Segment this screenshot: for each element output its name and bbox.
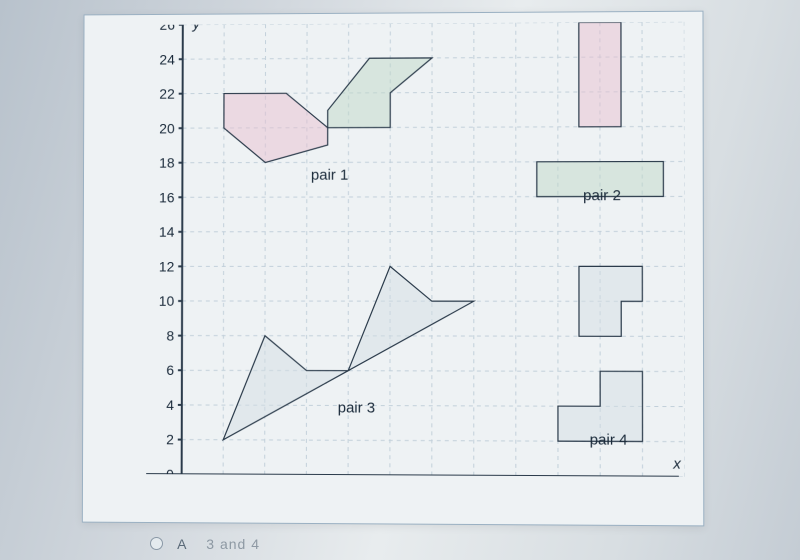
option-text: 3 and 4 [206,536,260,552]
svg-text:2: 2 [166,431,174,447]
svg-text:x: x [672,456,681,472]
svg-text:pair 1: pair 1 [311,168,348,184]
coordinate-grid: 02468101214161820222426-2024681012141618… [140,22,685,477]
svg-text:6: 6 [166,362,174,378]
svg-text:18: 18 [159,155,175,171]
svg-text:12: 12 [159,258,175,274]
svg-text:pair 4: pair 4 [590,433,628,449]
svg-text:22: 22 [159,86,175,102]
plot-area: 02468101214161820222426-2024681012141618… [140,22,685,477]
svg-text:24: 24 [159,51,175,67]
svg-text:0: 0 [166,466,174,477]
svg-text:pair 3: pair 3 [338,400,375,416]
svg-text:8: 8 [166,328,174,344]
svg-text:20: 20 [159,120,175,136]
answer-option-row[interactable]: A 3 and 4 [150,536,260,552]
svg-text:y: y [192,22,202,33]
svg-text:10: 10 [159,293,175,309]
svg-text:14: 14 [159,224,175,240]
svg-text:pair 2: pair 2 [583,188,621,204]
radio-icon[interactable] [150,537,163,550]
svg-text:16: 16 [159,189,175,205]
chart-container: 02468101214161820222426-2024681012141618… [82,11,704,527]
option-letter: A [177,536,187,552]
svg-text:26: 26 [160,22,176,33]
svg-text:4: 4 [166,397,174,413]
